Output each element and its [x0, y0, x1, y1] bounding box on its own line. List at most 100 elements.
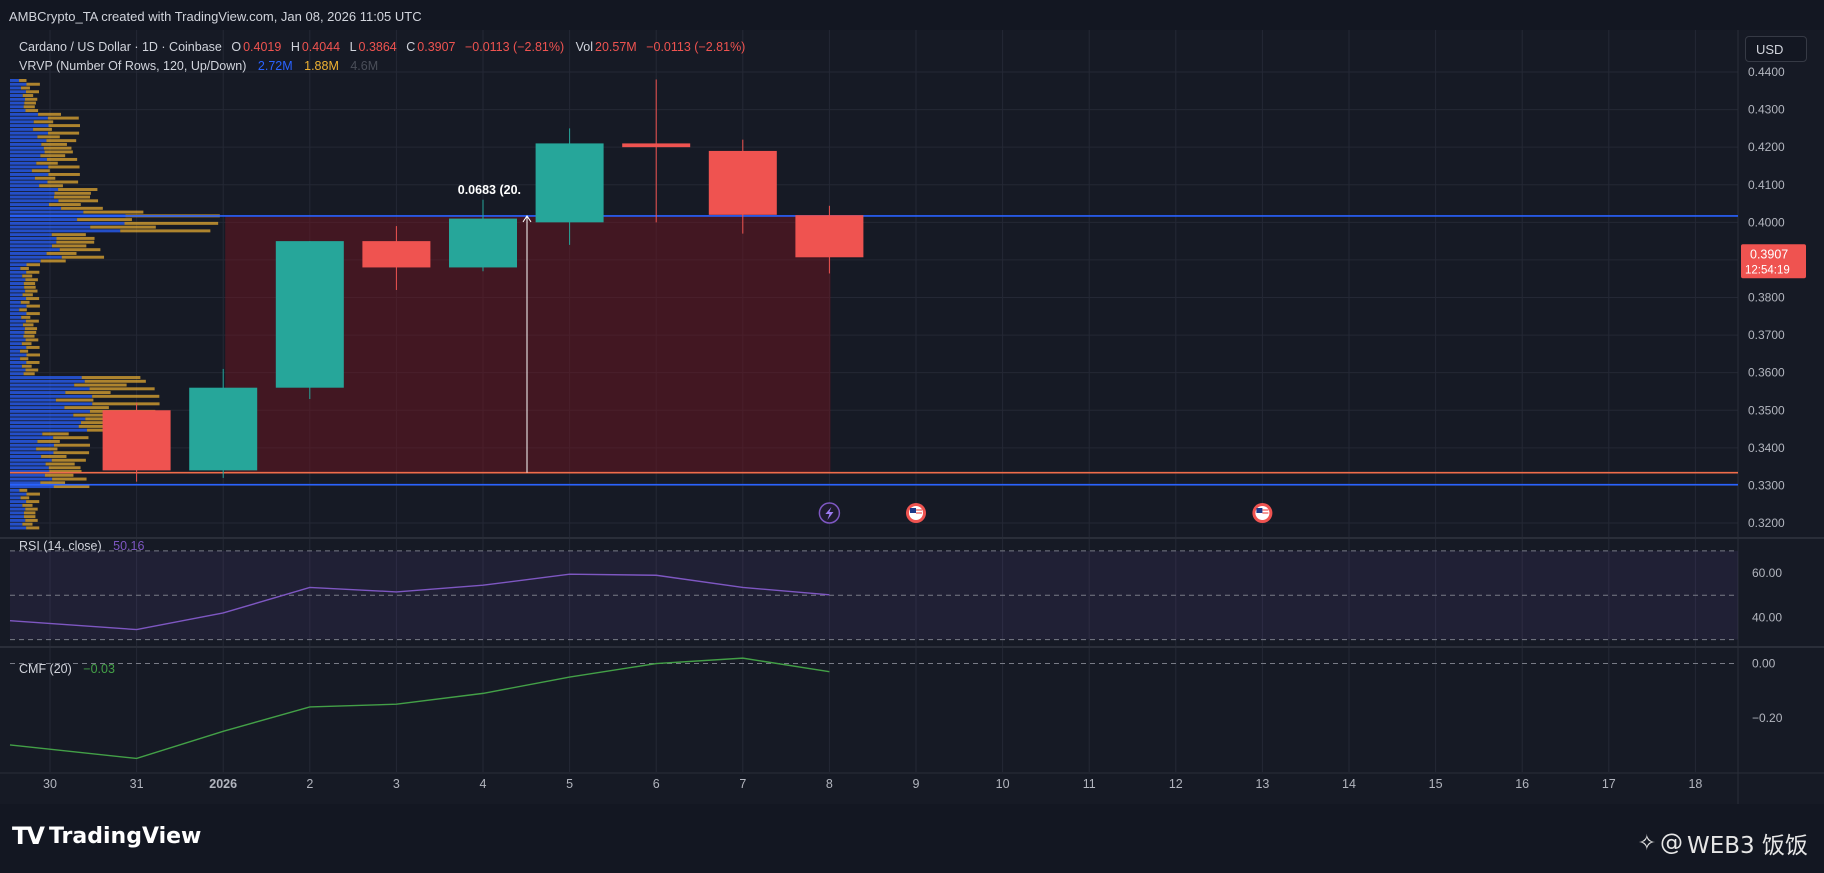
vrvp-up-bar: [10, 203, 49, 207]
y-tick-label: 0.3200: [1748, 516, 1785, 530]
chart-frame: [0, 30, 1824, 804]
vrvp-up-bar: [10, 176, 35, 180]
vrvp-legend: VRVP (Number Of Rows, 120, Up/Down) 2.72…: [19, 59, 380, 73]
vrvp-up-bar: [10, 165, 49, 169]
rsi-line: [9, 573, 830, 631]
symbol-title[interactable]: Cardano / US Dollar · 1D · Coinbase: [19, 40, 222, 54]
vrvp-up-bar: [10, 488, 20, 492]
candle-body: [795, 215, 864, 258]
close-value: 0.3907: [417, 40, 456, 54]
vrvp-up-bar: [10, 285, 25, 289]
vrvp-up-bar: [10, 526, 27, 530]
chart-canvas[interactable]: 0.44000.43000.42000.41000.40000.39000.38…: [0, 30, 1824, 804]
rsi-title[interactable]: RSI (14, close): [19, 539, 102, 553]
vrvp-up-bar: [10, 278, 26, 282]
vrvp-up-value: 2.72M: [257, 59, 293, 73]
vrvp-up-bar: [10, 518, 26, 522]
vrvp-down-bar: [22, 274, 33, 278]
cmf-title[interactable]: CMF (20): [19, 662, 72, 676]
vrvp-up-bar: [10, 451, 54, 455]
vrvp-down-bar: [23, 515, 36, 519]
y-tick-label: 0.3800: [1748, 291, 1785, 305]
vrvp-up-bar: [10, 297, 27, 301]
vrvp-up-bar: [10, 112, 39, 116]
vrvp-up-bar: [10, 289, 26, 293]
vrvp-up-bar: [10, 195, 55, 199]
candle-body: [708, 150, 777, 215]
vrvp-up-bar: [10, 255, 62, 259]
vrvp-down-bar: [34, 176, 56, 180]
vrvp-down-bar: [26, 263, 40, 267]
change-value: −0.0113 (−2.81%): [464, 40, 565, 54]
vrvp-up-bar: [10, 131, 49, 135]
vrvp-down-bar: [40, 259, 66, 263]
vrvp-up-bar: [10, 97, 26, 101]
vrvp-up-bar: [10, 515, 24, 519]
vrvp-up-bar: [10, 387, 90, 391]
vrvp-up-bar: [10, 105, 24, 109]
x-tick-label: 11: [1083, 777, 1096, 791]
candle-body: [189, 387, 258, 471]
vrvp-down-bar: [26, 500, 40, 504]
vrvp-up-bar: [10, 394, 93, 398]
x-tick-label: 4: [480, 777, 487, 791]
vrvp-up-bar: [10, 383, 75, 387]
currency-button[interactable]: USD: [1745, 36, 1807, 62]
vrvp-up-bar: [10, 124, 49, 128]
vrvp-up-bar: [10, 157, 47, 161]
tradingview-logo[interactable]: TV TradingView: [12, 822, 201, 850]
y-tick-label: 0.4300: [1748, 103, 1785, 117]
vrvp-up-bar: [10, 300, 21, 304]
y-tick-label: 0.3500: [1748, 403, 1785, 417]
vrvp-up-bar: [10, 432, 43, 436]
rsi-tick-label: 40.00: [1752, 610, 1782, 624]
vrvp-up-bar: [10, 270, 27, 274]
vrvp-up-bar: [10, 462, 46, 466]
vrvp-up-bar: [10, 473, 45, 477]
y-tick-label: 0.3600: [1748, 366, 1785, 380]
at-sign: @: [1660, 830, 1683, 856]
vrvp-up-bar: [10, 184, 40, 188]
vrvp-title[interactable]: VRVP (Number Of Rows, 120, Up/Down): [19, 59, 247, 73]
vrvp-up-bar: [10, 263, 27, 267]
vrvp-down-bar: [19, 488, 28, 492]
vrvp-up-bar: [10, 447, 37, 451]
vrvp-up-bar: [10, 312, 27, 316]
vrvp-down-bar: [26, 361, 40, 364]
vrvp-up-bar: [10, 180, 48, 184]
top-bar: AMBCrypto_TA created with TradingView.co…: [0, 0, 1824, 30]
vrvp-down-bar: [19, 79, 27, 82]
vrvp-up-bar: [10, 507, 26, 511]
candle-body: [622, 143, 691, 148]
vrvp-up-bar: [10, 511, 24, 515]
vrvp-up-bar: [10, 120, 34, 124]
x-tick-label: 10: [996, 777, 1010, 791]
vrvp-up-bar: [10, 334, 24, 338]
vrvp-down-bar: [26, 82, 40, 86]
candle-body: [102, 410, 171, 471]
vrvp-up-bar: [10, 259, 41, 263]
vrvp-down-bar: [41, 455, 67, 458]
vrvp-up-bar: [10, 139, 47, 143]
vrvp-down-bar: [92, 402, 160, 406]
vrvp-up-bar: [10, 364, 22, 368]
y-tick-label: 0.4000: [1748, 215, 1785, 229]
vrvp-up-bar: [10, 485, 54, 489]
vrvp-down-bar: [20, 300, 30, 304]
vrvp-down-bar: [21, 364, 32, 368]
vrvp-down-bar: [24, 327, 38, 331]
vrvp-up-bar: [10, 267, 21, 270]
vrvp-up-bar: [10, 349, 20, 353]
vrvp-down-bar: [48, 131, 80, 135]
vrvp-up-bar: [10, 413, 74, 417]
vrvp-down-bar: [64, 406, 109, 410]
x-tick-label: 7: [739, 777, 746, 791]
vrvp-down-bar: [90, 225, 156, 229]
vrvp-down-bar: [24, 330, 37, 334]
measure-label: 0.0683 (20.: [458, 183, 521, 197]
vrvp-up-bar: [10, 82, 27, 86]
vrvp-up-bar: [10, 109, 26, 113]
vrvp-up-bar: [10, 376, 82, 379]
vrvp-down-bar: [22, 522, 33, 526]
vrvp-up-bar: [10, 210, 84, 214]
